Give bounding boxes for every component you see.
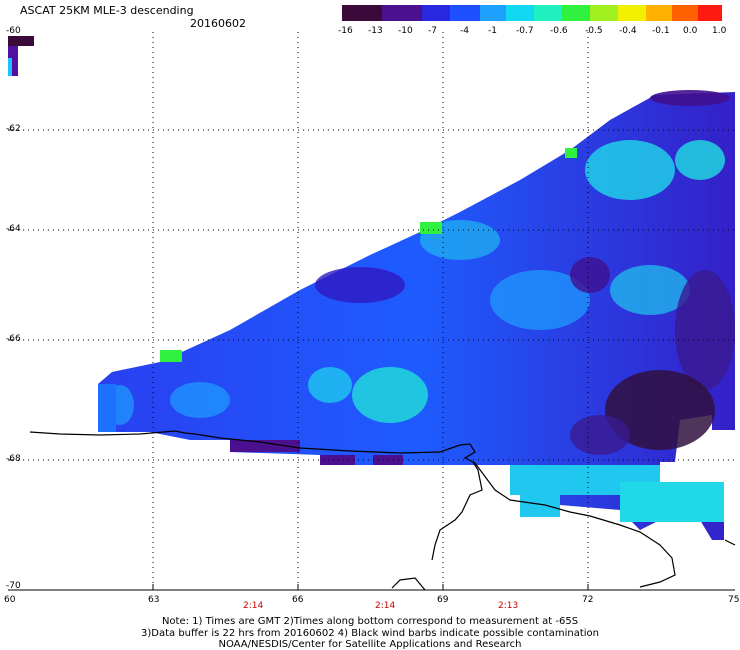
lon-label: 69 [437,595,449,605]
colorbar-label: -0.1 [652,26,670,36]
colorbar-label: -13 [368,26,383,36]
colorbar-label: 1.0 [712,26,727,36]
lon-label: 60 [4,595,16,605]
pass-time: 2:14 [243,601,264,611]
lat-label: -60 [6,26,21,36]
map-frame [8,129,735,591]
lat-label: -68 [6,454,21,464]
lon-label: 63 [148,595,160,605]
map-date: 20160602 [190,17,246,30]
colorbar-label: -0.7 [516,26,534,36]
colorbar-label: -4 [460,26,469,36]
map-title: ASCAT 25KM MLE-3 descending [20,4,194,17]
colorbar-label: -16 [338,26,353,36]
colorbar-label: -0.5 [585,26,603,36]
colorbar-label: -7 [428,26,437,36]
lat-label: -66 [6,334,21,344]
coastline [29,430,736,591]
colorbar-label: -0.4 [619,26,637,36]
colorbar-label: -0.6 [550,26,568,36]
pass-time: 2:13 [498,601,519,611]
data-swath [98,90,735,540]
graticule [8,32,735,590]
lon-label: 66 [292,595,304,605]
lon-label: 72 [582,595,594,605]
note-line-1: Note: 1) Times are GMT 2)Times along bot… [161,616,579,627]
colorbar-label: 0.0 [683,26,698,36]
colorbar [342,5,722,21]
lon-label: 75 [728,595,740,605]
colorbar-label: -1 [488,26,497,36]
colorbar-swatch [342,5,382,21]
lat-label: -70 [6,581,21,591]
lat-label: -62 [6,124,21,134]
note-line-3: NOAA/NESDIS/Center for Satellite Applica… [218,639,522,650]
colorbar-label: -10 [398,26,413,36]
lat-label: -64 [6,224,21,234]
note-line-2: 3)Data buffer is 22 hrs from 20160602 4)… [141,628,599,639]
pass-time: 2:14 [375,601,396,611]
